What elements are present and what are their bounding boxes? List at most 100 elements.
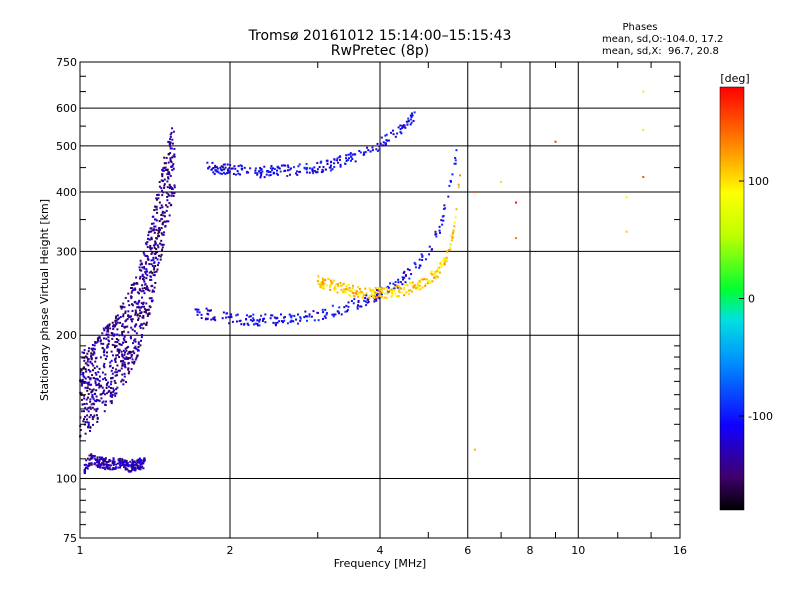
data-point: [380, 136, 383, 139]
data-point: [139, 326, 142, 329]
data-point: [260, 314, 263, 317]
data-point: [286, 322, 289, 325]
data-point: [275, 172, 278, 175]
data-point: [150, 230, 153, 233]
data-point: [114, 394, 117, 397]
data-point: [109, 392, 112, 395]
data-point: [416, 286, 419, 289]
data-point: [308, 313, 311, 316]
data-point: [642, 90, 645, 93]
data-point: [172, 155, 175, 158]
data-point: [133, 464, 136, 467]
data-point: [336, 157, 339, 160]
data-point: [161, 250, 164, 253]
y-tick-label: 300: [56, 245, 77, 258]
data-point: [124, 366, 127, 369]
data-point: [372, 290, 375, 293]
data-point: [93, 414, 96, 417]
data-point: [150, 259, 153, 262]
data-point: [165, 156, 168, 159]
data-point: [237, 172, 240, 175]
data-point: [94, 360, 97, 363]
data-point: [401, 124, 404, 127]
data-point: [438, 271, 441, 274]
data-point: [120, 350, 123, 353]
data-point: [131, 468, 134, 471]
data-point: [156, 264, 159, 267]
data-point: [282, 316, 285, 319]
data-point: [102, 391, 105, 394]
data-point: [136, 314, 139, 317]
data-point: [209, 309, 212, 312]
data-point: [158, 201, 161, 204]
data-point: [351, 153, 354, 156]
data-point: [352, 302, 355, 305]
data-point: [90, 462, 93, 465]
data-point: [108, 458, 111, 461]
data-point: [117, 318, 120, 321]
data-point: [133, 360, 136, 363]
data-point: [273, 316, 276, 319]
data-point: [125, 319, 128, 322]
data-point: [111, 337, 114, 340]
data-point: [269, 171, 272, 174]
data-point: [317, 276, 320, 279]
data-point: [170, 194, 173, 197]
data-point: [261, 319, 264, 322]
data-point: [130, 318, 133, 321]
data-point: [357, 299, 360, 302]
data-point: [411, 281, 414, 284]
data-point: [141, 462, 144, 465]
data-point: [150, 297, 153, 300]
data-point: [316, 162, 319, 165]
data-point: [85, 402, 88, 405]
data-point: [91, 418, 94, 421]
data-point: [121, 323, 124, 326]
data-point: [143, 267, 146, 270]
data-point: [134, 287, 137, 290]
data-point: [145, 321, 148, 324]
data-point: [275, 317, 278, 320]
data-point: [112, 466, 115, 469]
data-point: [160, 179, 163, 182]
data-point: [79, 370, 82, 373]
data-point: [159, 258, 162, 261]
data-point: [162, 214, 165, 217]
data-point: [143, 310, 146, 313]
data-point: [92, 347, 95, 350]
data-point: [119, 316, 122, 319]
data-point: [368, 297, 371, 300]
data-point: [105, 337, 108, 340]
data-point: [346, 288, 349, 291]
data-point: [373, 296, 376, 299]
data-point: [111, 461, 114, 464]
x-tick-label: 1: [77, 544, 84, 557]
data-point: [150, 238, 153, 241]
data-point: [337, 285, 340, 288]
data-point: [83, 381, 86, 384]
data-point: [170, 165, 173, 168]
data-point: [173, 192, 176, 195]
data-point: [359, 290, 362, 293]
data-point: [230, 316, 233, 319]
data-point: [436, 267, 439, 270]
data-point: [83, 468, 86, 471]
data-point: [390, 296, 393, 299]
x-tick-label: 8: [527, 544, 534, 557]
data-point: [151, 289, 154, 292]
colorbar-tick-label: -100: [748, 410, 773, 423]
data-point: [94, 357, 97, 360]
data-point: [339, 165, 342, 168]
data-point: [286, 164, 289, 167]
data-point: [101, 466, 104, 469]
data-point: [342, 291, 345, 294]
data-point: [347, 305, 350, 308]
data-point: [236, 313, 239, 316]
data-point: [83, 349, 86, 352]
data-point: [319, 286, 322, 289]
data-point: [106, 344, 109, 347]
data-point: [89, 398, 92, 401]
data-point: [428, 280, 431, 283]
data-point: [84, 362, 87, 365]
data-point: [382, 141, 385, 144]
